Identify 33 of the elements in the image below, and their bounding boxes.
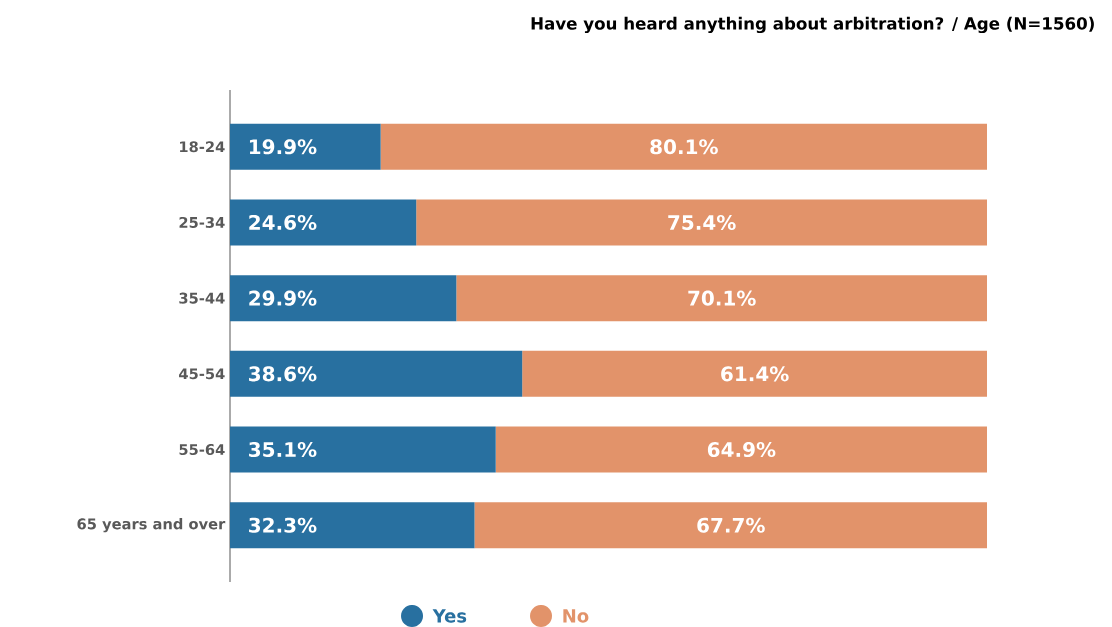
data-label: 19.9% [249,139,317,155]
bar [230,275,457,322]
data-label: 70.1% [688,290,756,306]
data-label: 75.4% [668,214,736,231]
y-tick-label: 55-64 [179,443,225,456]
legend-label: No [563,609,589,623]
data-label: 64.9% [707,441,776,458]
data-label: 61.4% [721,366,789,382]
data-label: 35.1% [249,441,317,458]
bar [456,275,988,322]
data-label: 80.1% [650,139,718,155]
legend-label: Yes [432,609,467,623]
y-tick-label: 25-34 [179,216,225,229]
bar [230,502,475,549]
bar [522,350,988,397]
bar [416,199,988,246]
data-label: 24.6% [249,214,317,231]
bar [230,123,381,170]
data-label: 32.3% [249,517,317,533]
data-label: 29.9% [249,290,317,306]
y-tick-label: 45-54 [179,368,225,380]
y-tick-label: 18-24 [180,141,225,153]
bar [230,199,417,246]
bar [474,502,988,549]
bar [380,123,988,170]
data-label: 67.7% [697,517,765,533]
y-tick-label: 35-44 [179,292,225,304]
data-label: 38.6% [249,366,317,382]
bar [230,350,523,397]
bar [230,426,496,473]
bar [495,426,988,473]
y-tick-label: 65 years and over [77,518,226,533]
chart-title: Have you heard anything about arbitration? / Age (N=1560) [531,16,1094,34]
